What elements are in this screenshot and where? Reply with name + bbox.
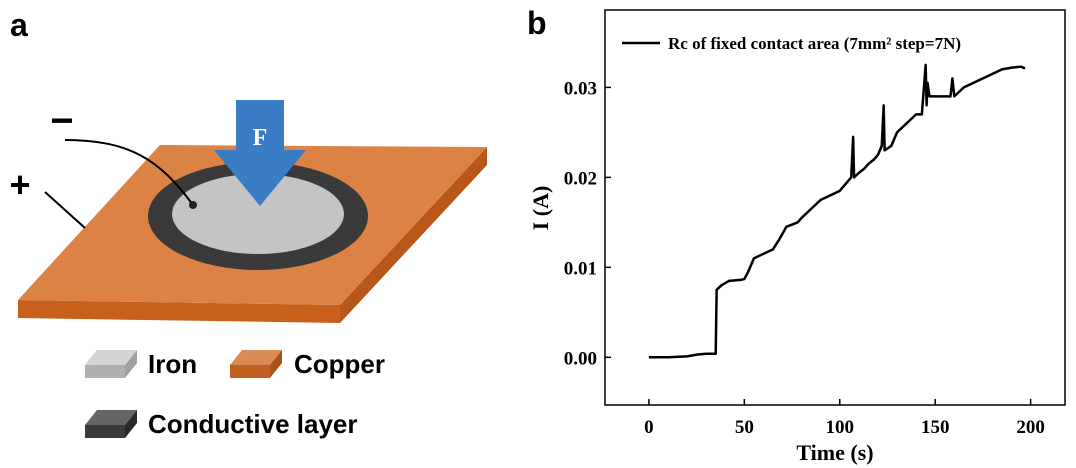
- legend-label: Copper: [294, 349, 385, 379]
- plot-frame: [605, 10, 1065, 405]
- minus-label: −: [50, 99, 73, 143]
- legend-conductive-icon: [85, 410, 137, 438]
- contact-dot: [189, 201, 197, 209]
- legend-iron-icon: [85, 350, 137, 378]
- panel-label: b: [527, 5, 547, 41]
- y-axis-label: I (A): [528, 186, 553, 231]
- x-tick-label: 150: [921, 417, 950, 438]
- legend-copper-icon: [230, 350, 282, 378]
- x-tick-label: 100: [826, 417, 855, 438]
- force-label: F: [253, 125, 268, 151]
- y-tick-label: 0.03: [564, 78, 597, 99]
- y-tick-label: 0.01: [564, 258, 597, 279]
- wire-plus: [45, 192, 85, 228]
- legend-label: Iron: [148, 349, 197, 379]
- y-tick-label: 0.02: [564, 168, 597, 189]
- legend-label: Rc of fixed contact area (7mm² step=7N): [668, 34, 961, 53]
- x-tick-label: 50: [735, 417, 754, 438]
- x-tick-label: 200: [1016, 417, 1045, 438]
- figure: a F − + Iron Copper Conductive layer b T…: [0, 0, 1076, 468]
- plus-label: +: [9, 164, 30, 205]
- x-tick-label: 0: [644, 417, 654, 438]
- data-line: [649, 65, 1025, 357]
- y-tick-label: 0.00: [564, 348, 597, 369]
- legend-label: Conductive layer: [148, 409, 358, 439]
- panel-label: a: [10, 7, 28, 43]
- x-axis-label: Time (s): [796, 440, 873, 465]
